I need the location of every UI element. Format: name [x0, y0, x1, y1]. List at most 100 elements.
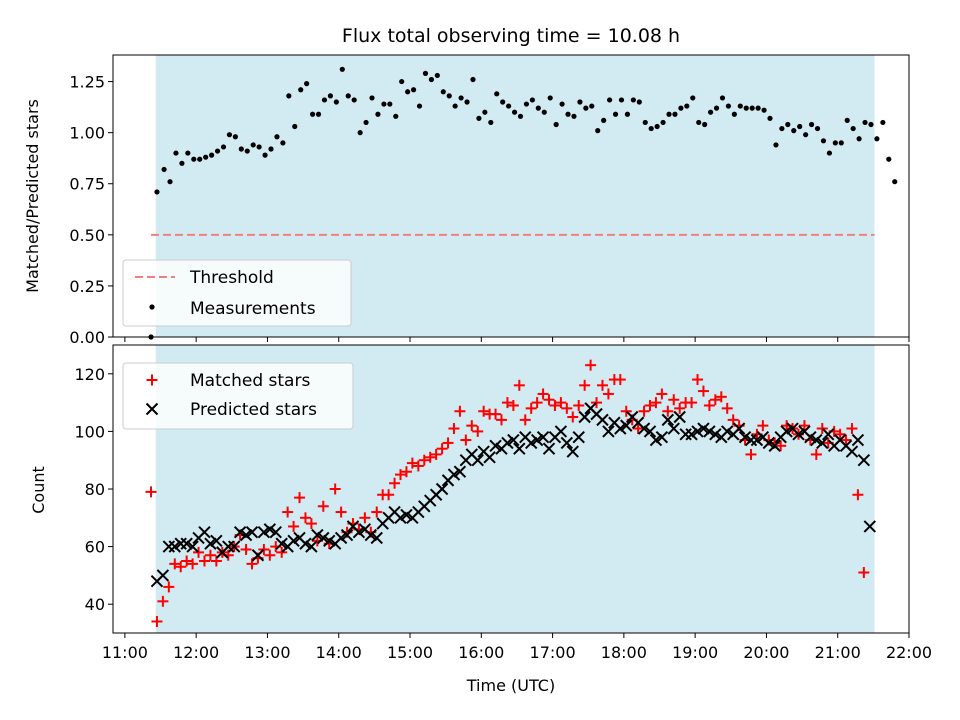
x-tick-label: 12:00 — [173, 643, 219, 662]
matched-point — [858, 567, 870, 579]
measurement-point — [571, 113, 577, 119]
predicted-point — [863, 520, 877, 533]
measurement-point — [529, 97, 535, 103]
matched-point — [519, 414, 531, 426]
measurement-point — [595, 128, 601, 134]
x-tick-label: 17:00 — [530, 643, 576, 662]
predicted-point — [643, 425, 657, 438]
predicted-point — [851, 433, 865, 447]
matched-point — [703, 399, 715, 411]
matched-point — [305, 518, 317, 530]
matched-point — [567, 411, 579, 423]
measurement-point — [761, 107, 767, 113]
predicted-point — [602, 425, 615, 438]
matched-point — [169, 558, 181, 570]
legend-box — [122, 259, 352, 327]
predicted-point — [822, 428, 835, 441]
matched-point — [490, 408, 502, 420]
measurement-point — [541, 109, 547, 115]
matched-point — [579, 379, 591, 391]
measurement-point — [506, 103, 512, 109]
matched-point — [151, 615, 163, 627]
y-tick-label: 0.25 — [69, 277, 105, 296]
predicted-point — [251, 549, 265, 562]
measurement-point — [559, 101, 565, 107]
measurement-point — [357, 130, 363, 136]
measurement-point — [612, 111, 619, 117]
measurement-point — [672, 111, 678, 117]
predicted-point — [257, 525, 271, 539]
x-axis-ticks: 11:00 12:00 13:00 14:00 15:00 16:00 17:00 18:00… — [102, 633, 932, 662]
measurement-point — [547, 95, 553, 101]
measurement-point — [345, 93, 351, 99]
predicted-point — [732, 422, 746, 435]
measurement-point — [351, 97, 357, 103]
measurement-point — [280, 140, 286, 146]
predicted-point — [233, 525, 247, 539]
predicted-point — [804, 430, 817, 444]
measurement-point — [743, 105, 749, 111]
predicted-point — [750, 433, 764, 447]
measurement-point — [470, 76, 476, 83]
measurement-point — [607, 97, 613, 103]
measurement-point — [749, 105, 755, 111]
matched-point — [240, 543, 252, 555]
predicted-point — [210, 534, 223, 548]
measurement-point — [767, 115, 773, 121]
measurement-point — [773, 142, 779, 148]
matched-point — [454, 405, 466, 417]
matched-point — [383, 489, 395, 501]
measurement-point — [197, 156, 203, 162]
matched-point — [525, 402, 537, 414]
matched-point — [614, 374, 626, 386]
predicted-point — [364, 528, 378, 542]
predicted-point — [566, 445, 579, 458]
measurement-point — [167, 179, 173, 185]
matched-point — [531, 397, 543, 409]
matched-point — [163, 581, 175, 593]
matched-point — [406, 457, 418, 469]
measurement-point — [725, 103, 732, 109]
predicted-point — [762, 436, 776, 450]
y-tick-label: 1.25 — [69, 73, 105, 92]
measurement-point — [678, 105, 684, 111]
matched-point — [721, 402, 733, 414]
predicted-point — [513, 442, 526, 455]
predicted-point — [572, 430, 585, 444]
measurement-point — [304, 81, 310, 87]
measurement-point — [244, 148, 250, 154]
measurement-point — [702, 121, 708, 128]
matched-point — [591, 397, 603, 409]
matched-point — [258, 543, 270, 555]
predicted-point — [287, 534, 300, 548]
predicted-point — [845, 445, 859, 458]
measurement-point — [642, 119, 648, 126]
matched-point — [448, 423, 460, 435]
predicted-point — [352, 525, 366, 539]
measurement-point — [731, 111, 737, 117]
matched-point — [329, 483, 341, 495]
measurement-point — [214, 148, 221, 154]
predicted-point — [263, 523, 277, 536]
measurement-point — [422, 70, 429, 76]
predicted-point — [269, 525, 282, 539]
matched-point — [288, 520, 300, 532]
measurement-point — [220, 144, 227, 150]
measurement-point — [464, 99, 470, 105]
matched-point — [644, 399, 656, 411]
x-axis-ticks — [124, 337, 910, 342]
measurement-point — [737, 103, 743, 109]
predicted-point — [685, 428, 698, 441]
matched-point — [852, 489, 864, 501]
matched-point — [294, 492, 306, 504]
measurement-point — [648, 125, 654, 132]
y-tick-label: 120 — [74, 365, 105, 384]
matched-point — [501, 397, 513, 409]
measurement-point — [410, 87, 417, 93]
predicted-point — [816, 436, 829, 450]
measurement-point — [589, 103, 595, 109]
measurement-point — [785, 121, 791, 128]
measurement-point — [226, 132, 233, 138]
matched-point — [466, 420, 478, 432]
predicted-point — [721, 425, 734, 438]
